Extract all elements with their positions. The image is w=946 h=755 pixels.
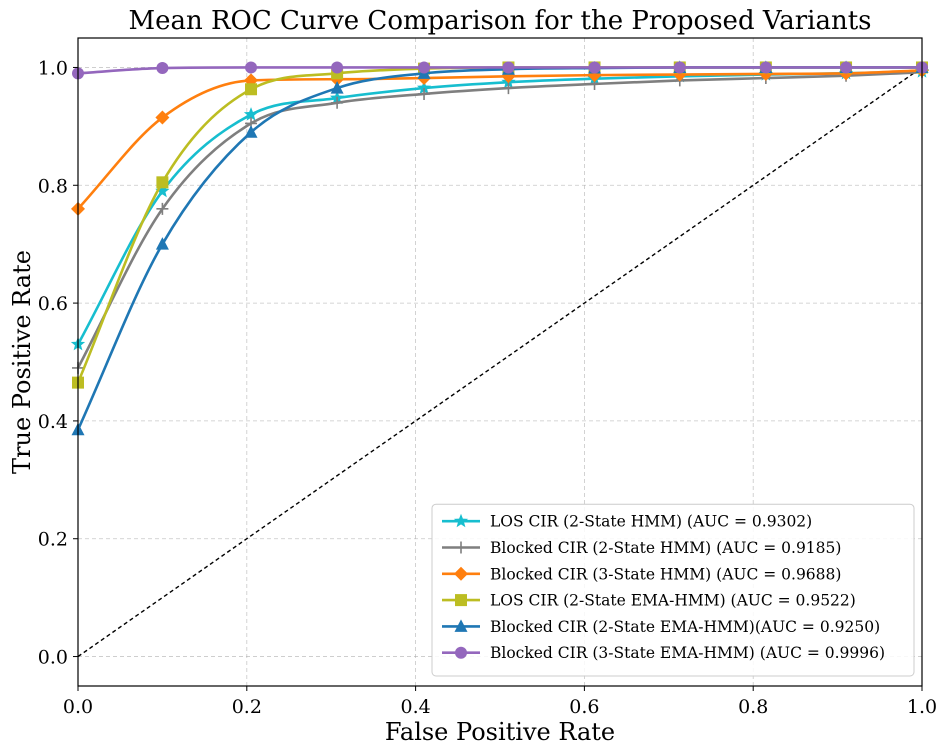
legend-marker <box>454 619 468 632</box>
legend-marker <box>455 646 467 659</box>
legend-label: Blocked CIR (3-State EMA-HMM) (AUC = 0.9… <box>490 644 885 662</box>
y-tick-label: 0.2 <box>38 529 68 551</box>
legend-label: Blocked CIR (2-State EMA-HMM)(AUC = 0.92… <box>490 618 880 636</box>
legend-marker <box>454 566 468 581</box>
data-point <box>840 61 853 74</box>
legend-label: LOS CIR (2-State HMM) (AUC = 0.9302) <box>490 513 812 531</box>
series-5 <box>71 60 929 436</box>
data-point <box>155 237 169 250</box>
axis-ticks: 0.0 0.2 0.4 0.6 0.8 1.0 0.0 0.2 0.4 0.6 0.8 1.0 <box>38 57 937 718</box>
x-tick-label: 1.0 <box>907 696 937 718</box>
legend-label: LOS CIR (2-State EMA-HMM) (AUC = 0.9522) <box>490 592 856 610</box>
data-point <box>156 62 169 75</box>
legend-marker <box>455 541 467 554</box>
data-point <box>673 61 686 74</box>
series-2 <box>72 66 928 374</box>
y-axis-label: True Positive Rate <box>8 250 36 474</box>
series-1 <box>70 64 930 351</box>
series-6 <box>72 61 928 80</box>
data-point <box>155 183 170 198</box>
x-tick-label: 0.6 <box>569 696 599 718</box>
data-point <box>416 80 432 95</box>
data-point <box>245 61 258 74</box>
legend: LOS CIR (2-State HMM) (AUC = 0.9302) Bloc… <box>431 503 915 677</box>
data-point <box>502 61 515 74</box>
legend-marker <box>455 594 467 607</box>
x-tick-label: 0.4 <box>400 696 430 718</box>
x-tick-label: 0.0 <box>63 696 93 718</box>
data-point <box>330 81 344 94</box>
series-group <box>70 60 930 436</box>
legend-entry: Blocked CIR (3-State EMA-HMM) (AUC = 0.9… <box>442 644 885 662</box>
data-point <box>156 202 169 215</box>
y-tick-label: 0.0 <box>38 647 68 669</box>
data-point <box>331 61 344 74</box>
data-point <box>759 61 772 74</box>
data-point <box>243 107 259 121</box>
chart-title: Mean ROC Curve Comparison for the Propos… <box>128 6 871 36</box>
legend-label: Blocked CIR (3-State HMM) (AUC = 0.9688) <box>490 565 841 583</box>
x-axis-label: False Positive Rate <box>385 718 615 746</box>
legend-entry: LOS CIR (2-State HMM) (AUC = 0.9302) <box>442 513 812 531</box>
x-tick-label: 0.8 <box>738 696 768 718</box>
y-tick-label: 0.4 <box>38 411 68 433</box>
data-point <box>156 176 169 189</box>
data-point <box>502 82 515 95</box>
plot-frame <box>77 37 923 687</box>
legend-entry: Blocked CIR (3-State HMM) (AUC = 0.9688) <box>442 565 841 583</box>
y-tick-label: 0.8 <box>38 175 68 197</box>
data-point <box>245 83 258 96</box>
series-4 <box>72 61 928 389</box>
legend-entry: LOS CIR (2-State EMA-HMM) (AUC = 0.9522) <box>442 592 856 610</box>
series-line <box>76 66 922 384</box>
legend-entry: Blocked CIR (2-State HMM) (AUC = 0.9185) <box>442 539 841 557</box>
legend-box <box>431 503 915 677</box>
legend-entry: Blocked CIR (2-State EMA-HMM)(AUC = 0.92… <box>442 618 880 636</box>
y-tick-label: 1.0 <box>38 57 68 79</box>
data-point <box>244 125 258 138</box>
data-point <box>155 110 170 125</box>
x-tick-label: 0.2 <box>232 696 262 718</box>
data-point <box>331 96 344 109</box>
series-line <box>77 69 923 210</box>
data-point <box>418 87 431 100</box>
series-3 <box>71 63 929 216</box>
chance-line <box>77 66 923 658</box>
y-tick-label: 0.6 <box>38 293 68 315</box>
legend-label: Blocked CIR (2-State HMM) (AUC = 0.9185) <box>490 539 841 557</box>
legend-marker <box>453 513 469 528</box>
series-line <box>76 66 922 431</box>
series-line <box>76 70 923 369</box>
data-point <box>588 61 601 74</box>
data-point <box>418 61 431 74</box>
